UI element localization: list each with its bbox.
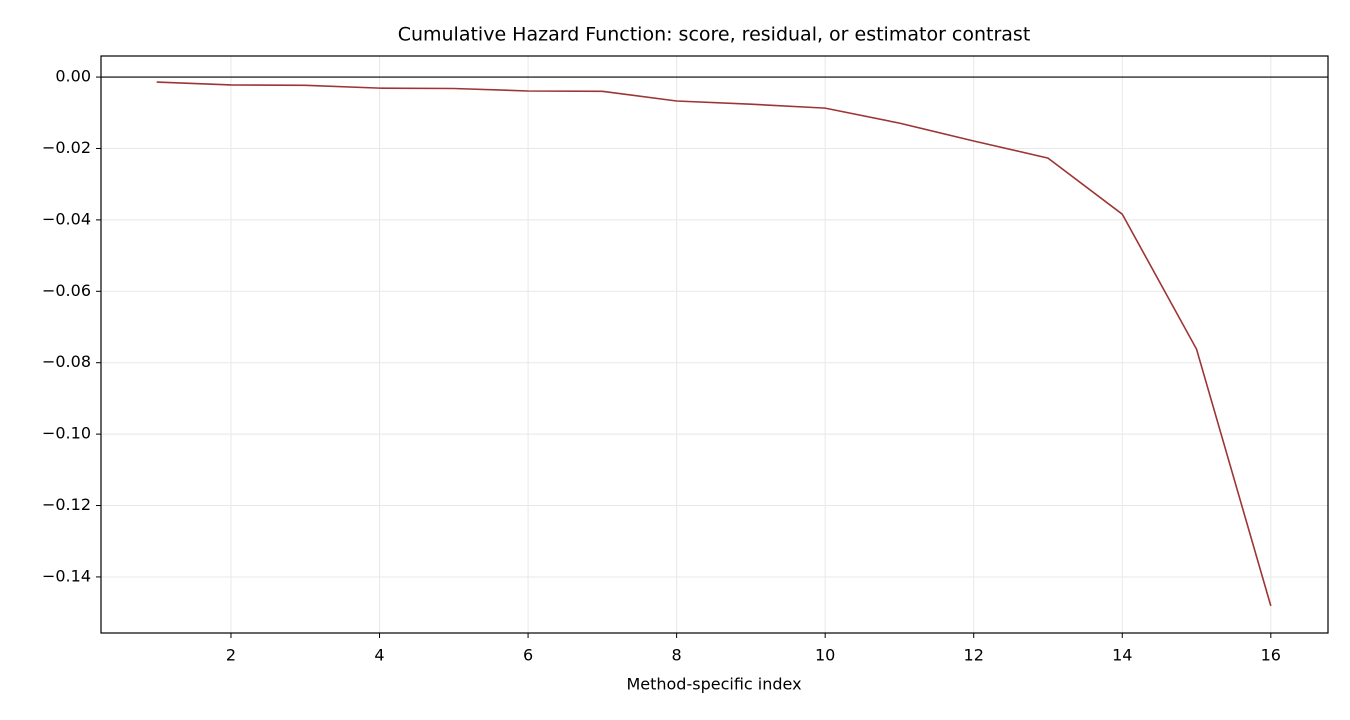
y-tick-label: −0.06 (42, 281, 91, 300)
x-tick-label: 8 (672, 646, 682, 665)
chart-title: Cumulative Hazard Function: score, resid… (398, 24, 1031, 46)
x-tick-label: 16 (1261, 646, 1281, 665)
x-tick-label: 14 (1112, 646, 1132, 665)
data-line (156, 81, 1272, 607)
x-tick-label: 4 (374, 646, 384, 665)
x-tick-label: 12 (964, 646, 984, 665)
x-tick-label: 2 (226, 646, 236, 665)
y-tick-label: 0.00 (55, 67, 91, 86)
y-tick-label: −0.02 (42, 138, 91, 157)
y-tick-label: −0.14 (42, 566, 91, 585)
y-tick-label: −0.08 (42, 352, 91, 371)
x-tick-label: 6 (523, 646, 533, 665)
plot-frame (100, 55, 1329, 634)
x-axis-label: Method-specific index (626, 675, 801, 694)
y-tick-label: −0.04 (42, 209, 91, 228)
y-tick-label: −0.12 (42, 495, 91, 514)
y-tick-label: −0.10 (42, 424, 91, 443)
x-tick-label: 10 (815, 646, 835, 665)
